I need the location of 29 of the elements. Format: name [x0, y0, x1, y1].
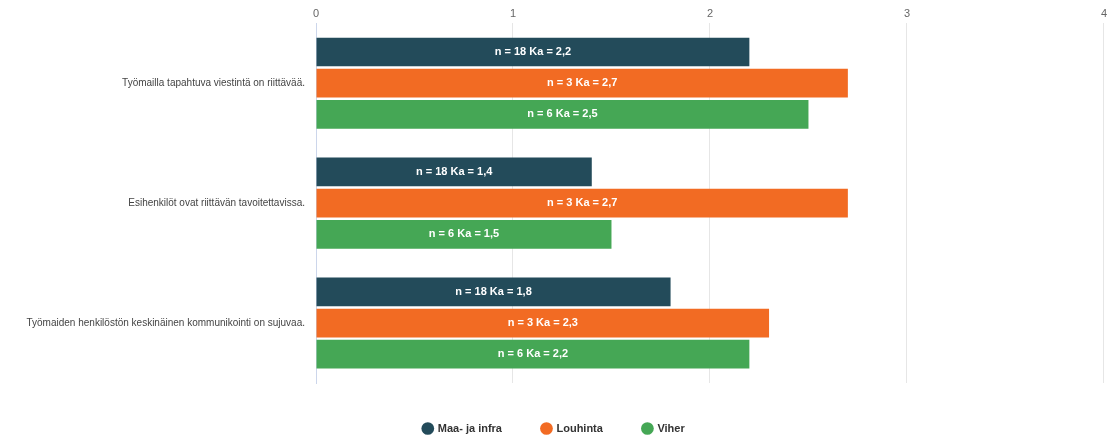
data-label: n = 6 Ka = 2,2: [497, 347, 569, 360]
bar: [316, 308, 770, 338]
x-tick-label: 1: [509, 6, 517, 19]
y-tick-label: Työmailla tapahtuva viestintä on riittävää.: [122, 76, 305, 88]
data-label: n = 3 Ka = 2,3: [507, 316, 578, 329]
bar: [316, 157, 592, 187]
bar: [316, 339, 750, 369]
bar: [316, 219, 612, 249]
data-label: n = 18 Ka = 1,8: [455, 284, 532, 297]
legend-label: Louhinta: [556, 421, 604, 434]
legend-label: Maa- ja infra: [437, 421, 503, 434]
bar: [316, 188, 848, 218]
x-tick-label: 4: [1100, 6, 1107, 19]
bar: [316, 100, 809, 129]
x-tick-label: 0: [312, 6, 320, 19]
bar: [316, 68, 848, 98]
data-label: n = 6 Ka = 2,5: [527, 107, 598, 120]
x-tick-label: 3: [903, 6, 911, 19]
data-label: n = 3 Ka = 2,7: [547, 76, 618, 89]
legend-label: Viher: [657, 421, 686, 434]
data-label: n = 3 Ka = 2,7: [547, 196, 618, 209]
bar: [316, 277, 671, 307]
x-tick-label: 2: [706, 6, 714, 19]
bar: [316, 37, 750, 67]
data-label: n = 18 Ka = 2,2: [494, 45, 572, 58]
data-label: n = 6 Ka = 1,5: [428, 227, 500, 240]
y-tick-label: Työmaiden henkilöstön keskinäinen kommunikointi on sujuvaa.: [26, 316, 305, 328]
data-label: n = 18 Ka = 1,4: [415, 164, 494, 177]
y-tick-label: Esihenkilöt ovat riittävän tavoitettavissa.: [128, 196, 305, 208]
